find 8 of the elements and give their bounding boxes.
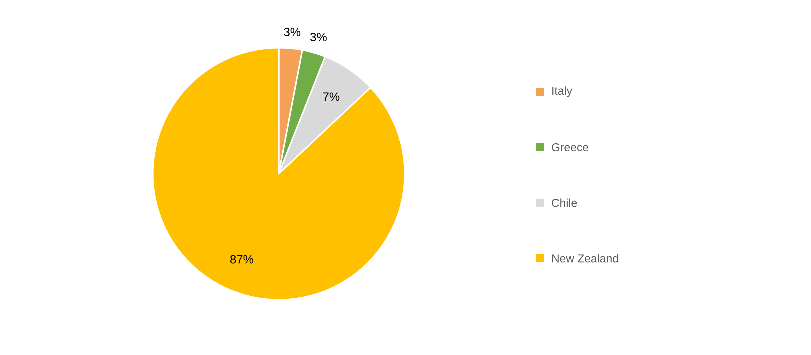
legend-label: Italy — [552, 86, 573, 98]
data-label: 7% — [323, 92, 340, 102]
legend-label: Chile — [552, 198, 578, 208]
legend-label: New Zealand — [552, 254, 618, 263]
legend-label: Greece — [552, 143, 589, 152]
data-label: 3% — [284, 28, 301, 36]
data-label: 3% — [310, 33, 327, 42]
data-label: 87% — [230, 255, 254, 264]
